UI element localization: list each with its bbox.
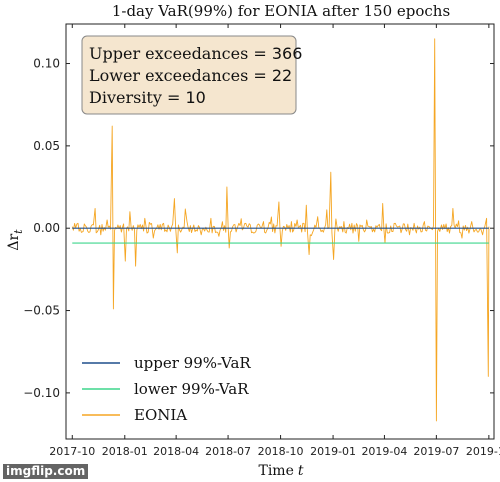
diversity-value: 10 <box>185 88 205 107</box>
x-tick-label: 2018-04 <box>153 445 199 458</box>
y-tick-label: 0.00 <box>33 221 60 235</box>
plot-frame <box>65 23 495 440</box>
x-axis-label-main: Time <box>258 463 293 479</box>
diversity-text: Diversity = 10 <box>89 88 206 107</box>
y-tick-label: −0.05 <box>23 304 60 318</box>
x-tick-label: 2017-10 <box>49 445 95 458</box>
y-tick-label: 0.05 <box>33 139 60 153</box>
var-lines-layer <box>72 227 489 244</box>
upper-exceedances-value: 366 <box>272 44 303 63</box>
legend-upper-var-label: upper 99%-VaR <box>134 354 251 372</box>
imgflip-watermark: imgflip.com <box>3 464 89 479</box>
legend-eonia-label: EONIA <box>134 406 187 424</box>
legend: upper 99%-VaR lower 99%-VaR EONIA <box>82 354 251 424</box>
lower-exceedances-value: 22 <box>272 66 292 85</box>
lower-exceedances-text: Lower exceedances = 22 <box>89 66 292 85</box>
y-axis-label-main: Δr <box>6 234 22 251</box>
legend-lower-var-label: lower 99%-VaR <box>134 380 249 398</box>
x-axis-label-var: t <box>298 463 304 479</box>
annotation-box <box>81 35 297 115</box>
x-tick-label: 2019-07 <box>413 445 459 458</box>
y-tick-label: −0.10 <box>23 386 60 400</box>
diversity-label: Diversity <box>89 88 162 107</box>
y-ticks: 0.10 0.05 0.00 −0.05 −0.10 <box>23 57 494 400</box>
upper-exceedances-label: Upper exceedances <box>89 44 248 63</box>
x-tick-label: 2018-07 <box>205 445 251 458</box>
x-tick-label: 2019-10 <box>466 445 500 458</box>
y-tick-label: 0.10 <box>33 57 60 71</box>
y-axis-label: Δrt <box>6 229 25 251</box>
chart-title: 1-day VaR(99%) for EONIA after 150 epoch… <box>112 2 450 20</box>
x-tick-label: 2018-10 <box>258 445 304 458</box>
eonia-series-layer <box>71 38 490 422</box>
x-tick-label: 2019-04 <box>361 445 407 458</box>
x-tick-label: 2019-01 <box>310 445 356 458</box>
exceedance-annotation: Upper exceedances = 366 Lower exceedance… <box>81 35 302 115</box>
x-tick-label: 2018-01 <box>102 445 148 458</box>
upper-exceedances-text: Upper exceedances = 366 <box>89 44 302 63</box>
x-axis-label: Time t <box>258 463 303 479</box>
eonia-line <box>71 38 490 422</box>
x-ticks: 2017-10 2018-01 2018-04 2018-07 2018-10 2019-… <box>49 24 500 458</box>
y-axis-label-sub: t <box>12 229 25 234</box>
lower-exceedances-label: Lower exceedances <box>89 66 248 85</box>
